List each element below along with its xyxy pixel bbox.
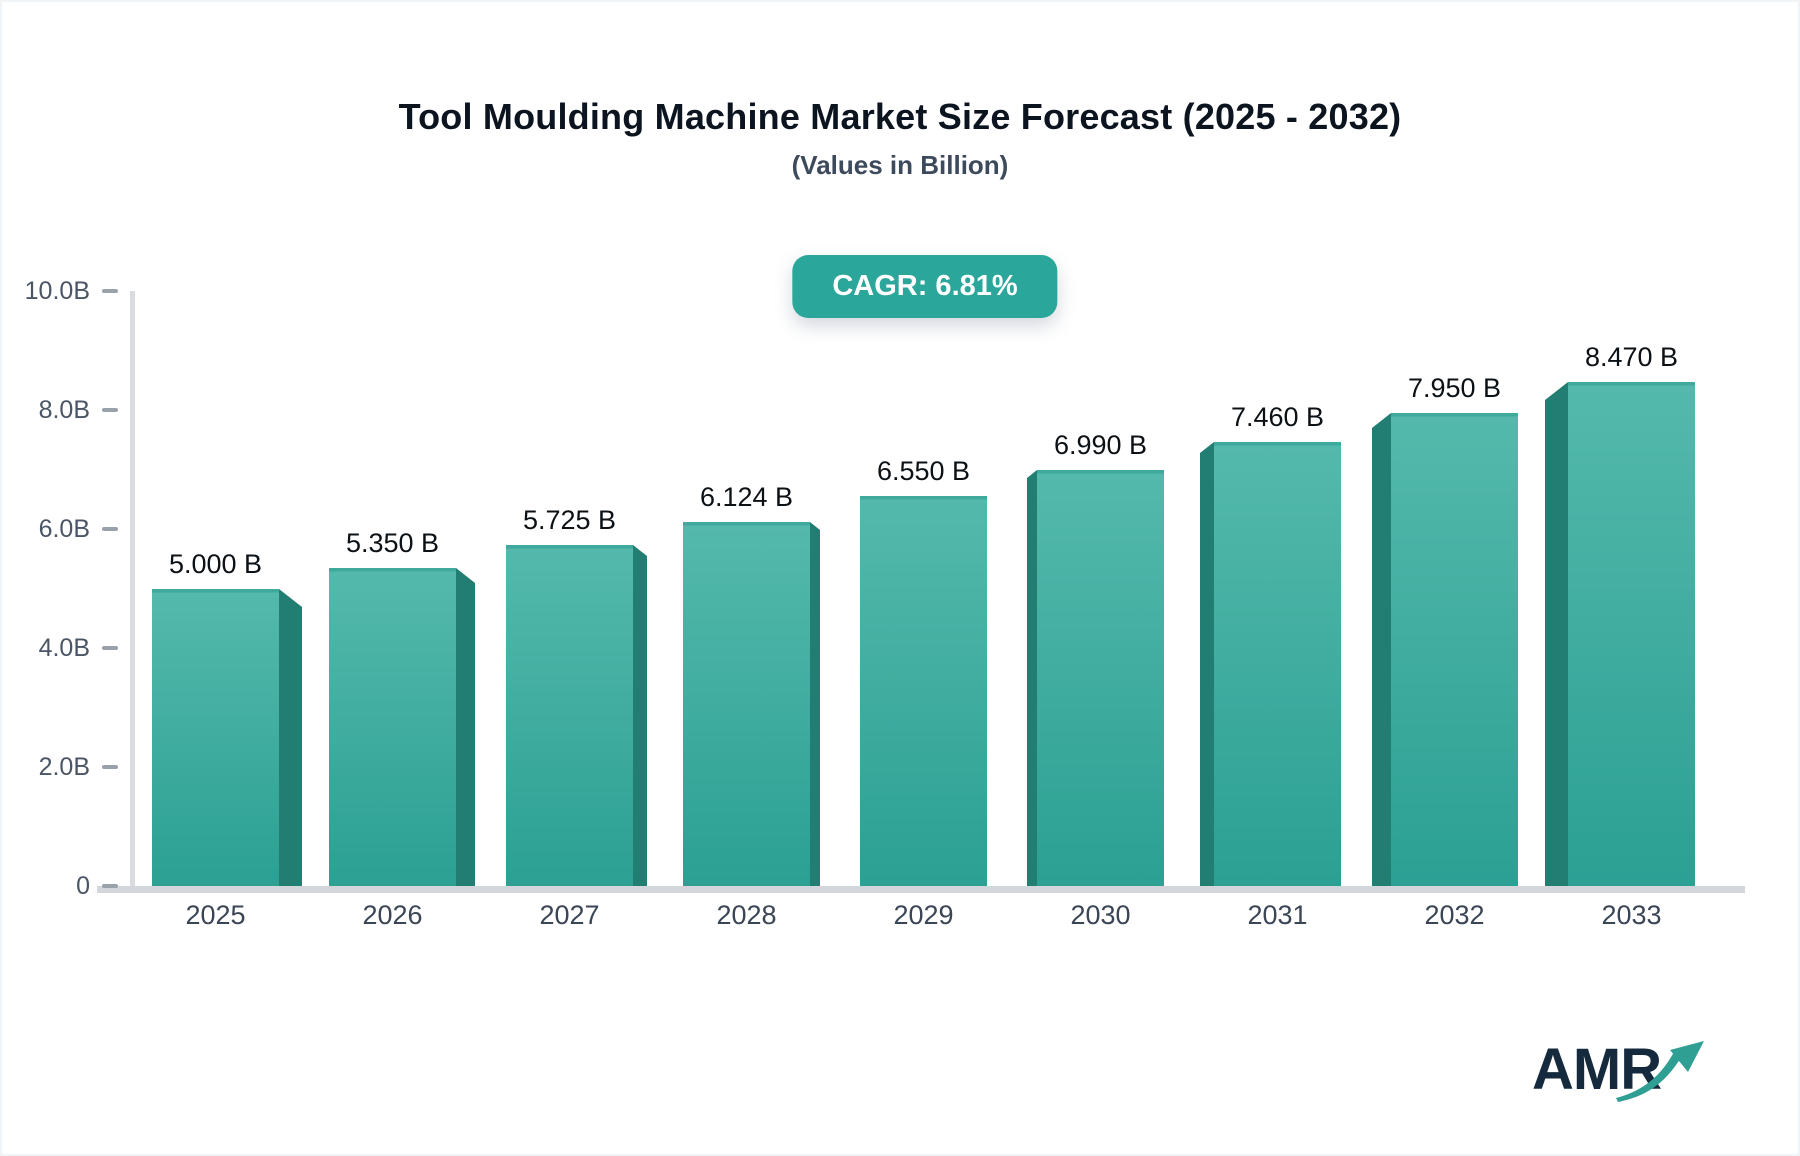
bar-2026 xyxy=(329,568,456,886)
bar-value-label: 5.350 B xyxy=(345,528,440,558)
y-axis-label: 2.0B xyxy=(38,753,90,781)
bar-value-label: 8.470 B xyxy=(1584,342,1679,372)
bar-side-2032 xyxy=(1372,413,1391,886)
x-axis-label: 2026 xyxy=(362,900,423,930)
bar-2031 xyxy=(1214,442,1341,886)
cagr-badge: CAGR: 6.81% xyxy=(792,255,1058,318)
x-axis-label: 2030 xyxy=(1070,900,1131,930)
bar-2032 xyxy=(1391,413,1518,886)
bar-2029 xyxy=(860,496,987,886)
x-axis-label: 2027 xyxy=(539,900,600,930)
bar-value-label: 6.550 B xyxy=(876,456,971,486)
y-axis-label: 6.0B xyxy=(38,515,90,543)
x-axis-label: 2025 xyxy=(185,900,246,930)
y-axis-tick xyxy=(102,527,118,531)
bar-2025 xyxy=(152,589,279,886)
x-axis-label: 2029 xyxy=(893,900,954,930)
bar-side-2031 xyxy=(1200,442,1214,886)
y-axis-line xyxy=(130,291,135,890)
y-axis-tick xyxy=(102,408,118,412)
y-axis-label: 0 xyxy=(76,872,90,900)
y-axis-tick xyxy=(102,646,118,650)
x-axis-label: 2032 xyxy=(1424,900,1485,930)
y-axis-tick xyxy=(102,884,118,888)
bar-side-2028 xyxy=(810,522,820,886)
bar-side-2025 xyxy=(279,589,302,886)
y-axis-tick xyxy=(102,765,118,769)
bar-side-2033 xyxy=(1545,382,1568,886)
x-axis-label: 2033 xyxy=(1601,900,1662,930)
x-axis-label: 2031 xyxy=(1247,900,1308,930)
x-axis-baseline xyxy=(97,886,1745,893)
bar-2033 xyxy=(1568,382,1695,886)
y-axis-label: 10.0B xyxy=(24,277,90,305)
chart-subtitle: (Values in Billion) xyxy=(791,150,1009,180)
bar-side-2026 xyxy=(456,568,475,886)
bar-value-label: 5.725 B xyxy=(522,505,617,535)
growth-arrow-icon xyxy=(1616,1041,1704,1102)
bar-value-label: 7.950 B xyxy=(1407,373,1502,403)
bar-value-label: 5.000 B xyxy=(168,549,263,579)
bar-value-label: 6.124 B xyxy=(699,482,794,512)
bar-2028 xyxy=(683,522,810,886)
bar-value-label: 7.460 B xyxy=(1230,402,1325,432)
bar-value-label: 6.990 B xyxy=(1053,430,1148,460)
bar-2030 xyxy=(1037,470,1164,886)
amr-logo: AMR xyxy=(1532,1032,1712,1122)
y-axis-tick xyxy=(102,289,118,293)
chart-title: Tool Moulding Machine Market Size Foreca… xyxy=(398,96,1402,137)
y-axis-label: 8.0B xyxy=(38,396,90,424)
bar-side-2030 xyxy=(1027,470,1037,886)
y-axis-label: 4.0B xyxy=(38,634,90,662)
bar-side-2027 xyxy=(633,545,647,886)
x-axis-label: 2028 xyxy=(716,900,777,930)
bar-2027 xyxy=(506,545,633,886)
